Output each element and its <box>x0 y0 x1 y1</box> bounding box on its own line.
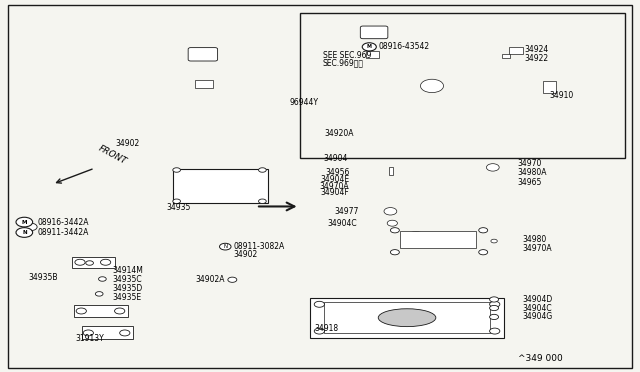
Text: 34904D: 34904D <box>522 295 552 304</box>
Text: 34980A: 34980A <box>517 169 547 177</box>
Text: N: N <box>22 230 27 235</box>
Circle shape <box>24 223 37 231</box>
Text: SEC.969参照: SEC.969参照 <box>323 58 364 67</box>
Circle shape <box>490 301 500 307</box>
Text: 34902: 34902 <box>234 250 258 259</box>
Circle shape <box>86 261 93 265</box>
Circle shape <box>387 220 397 226</box>
Bar <box>543 81 556 93</box>
Text: 34935B: 34935B <box>29 273 58 282</box>
Circle shape <box>76 308 86 314</box>
Text: 31913Y: 31913Y <box>76 334 104 343</box>
Circle shape <box>362 43 376 51</box>
Circle shape <box>173 199 180 203</box>
Text: 34924: 34924 <box>525 45 549 54</box>
Text: 34970: 34970 <box>517 159 541 168</box>
Bar <box>400 231 476 248</box>
Circle shape <box>390 228 399 233</box>
Bar <box>300 13 625 158</box>
Circle shape <box>259 168 266 172</box>
Text: 96944Y: 96944Y <box>289 98 318 107</box>
Text: 34965: 34965 <box>517 178 541 187</box>
Bar <box>72 257 115 268</box>
FancyBboxPatch shape <box>360 26 388 39</box>
Circle shape <box>403 232 429 247</box>
Circle shape <box>384 208 397 215</box>
Circle shape <box>75 259 85 265</box>
Text: 34902A: 34902A <box>196 275 225 284</box>
Bar <box>366 51 379 58</box>
Circle shape <box>115 308 125 314</box>
Circle shape <box>220 243 231 250</box>
Text: ^349 000: ^349 000 <box>518 354 563 363</box>
Text: 34914M: 34914M <box>112 266 143 275</box>
Circle shape <box>479 228 488 233</box>
Bar <box>74 305 128 317</box>
Circle shape <box>120 330 130 336</box>
Text: 34918: 34918 <box>315 324 339 333</box>
Circle shape <box>100 259 111 265</box>
Text: 34970A: 34970A <box>320 182 349 190</box>
Bar <box>310 298 504 338</box>
Circle shape <box>491 239 497 243</box>
Text: 34920A: 34920A <box>324 129 354 138</box>
Text: 08916-43542: 08916-43542 <box>378 42 429 51</box>
Circle shape <box>95 292 103 296</box>
Text: 34980: 34980 <box>522 235 547 244</box>
Circle shape <box>99 277 106 281</box>
Text: 34910: 34910 <box>549 92 573 100</box>
Bar <box>82 326 133 339</box>
Circle shape <box>314 301 324 307</box>
Text: 34904C: 34904C <box>328 219 357 228</box>
Text: 34935: 34935 <box>166 203 191 212</box>
Text: 08911-3082A: 08911-3082A <box>234 242 285 251</box>
Circle shape <box>490 314 499 320</box>
Circle shape <box>479 250 488 255</box>
Circle shape <box>173 168 180 172</box>
FancyBboxPatch shape <box>188 48 218 61</box>
Bar <box>502 54 510 58</box>
Circle shape <box>490 305 499 311</box>
Circle shape <box>83 330 93 336</box>
Circle shape <box>390 250 399 255</box>
Bar <box>509 47 523 54</box>
Text: 34904F: 34904F <box>321 188 349 197</box>
Ellipse shape <box>378 309 436 327</box>
Circle shape <box>420 79 444 93</box>
Text: 34904G: 34904G <box>522 312 552 321</box>
Text: FRONT: FRONT <box>97 144 129 167</box>
Bar <box>195 80 213 88</box>
Circle shape <box>490 297 499 302</box>
Text: 34935E: 34935E <box>112 293 141 302</box>
Text: 34977: 34977 <box>335 207 359 216</box>
Text: N: N <box>223 244 227 249</box>
Bar <box>173 169 268 203</box>
Circle shape <box>228 277 237 282</box>
Text: 34904C: 34904C <box>522 304 552 312</box>
Bar <box>324 302 490 333</box>
Text: 34956: 34956 <box>325 168 349 177</box>
Text: 34935C: 34935C <box>112 275 141 283</box>
Text: 08911-3442A: 08911-3442A <box>37 228 88 237</box>
Text: 34904: 34904 <box>323 154 348 163</box>
Circle shape <box>314 328 324 334</box>
Text: 08916-3442A: 08916-3442A <box>37 218 88 227</box>
Text: SEE SEC.969: SEE SEC.969 <box>323 51 371 60</box>
Text: M: M <box>22 219 27 225</box>
Circle shape <box>16 228 33 237</box>
Text: 34902: 34902 <box>115 139 140 148</box>
Circle shape <box>259 199 266 203</box>
Text: 34970A: 34970A <box>522 244 552 253</box>
Text: M: M <box>367 44 372 49</box>
Text: 34904E: 34904E <box>320 175 349 184</box>
Text: 34922: 34922 <box>525 54 549 63</box>
Text: 34935D: 34935D <box>112 284 142 293</box>
Circle shape <box>410 235 422 243</box>
Circle shape <box>486 164 499 171</box>
Circle shape <box>490 328 500 334</box>
Circle shape <box>16 217 33 227</box>
Bar <box>389 167 393 175</box>
